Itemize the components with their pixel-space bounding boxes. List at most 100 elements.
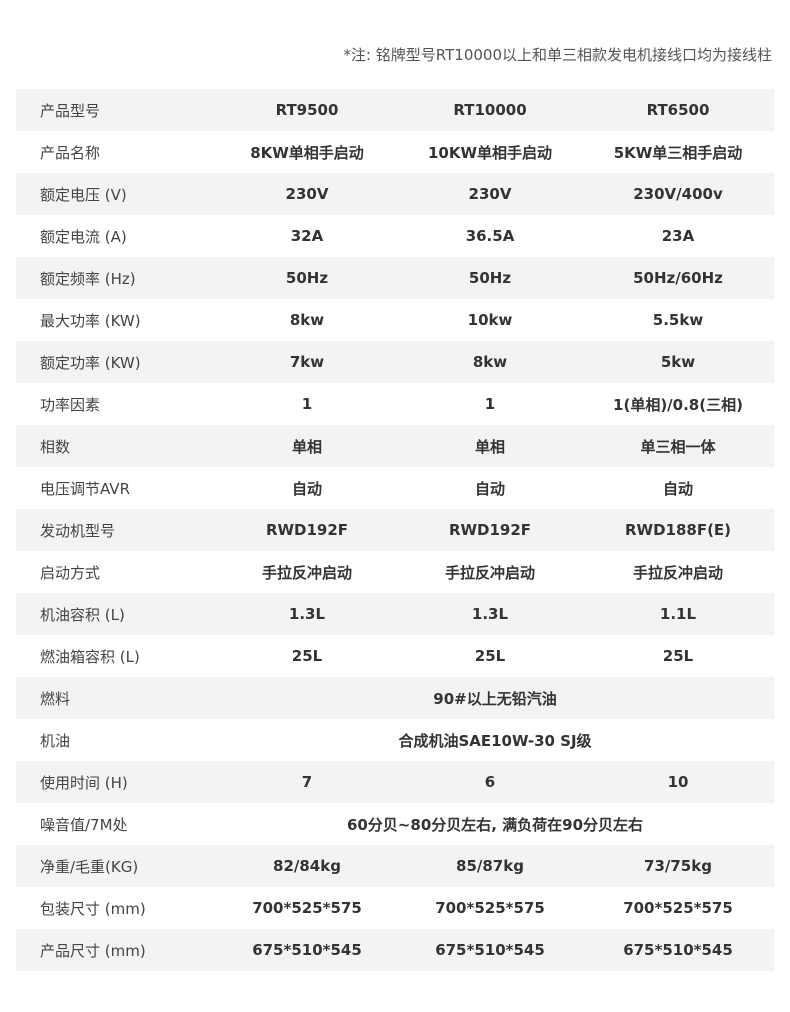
row-label: 电压调节AVR xyxy=(40,479,130,498)
table-row: 产品名称 8KW单相手启动 10KW单相手启动 5KW单三相手启动 xyxy=(16,131,774,173)
cell-rt9500: 7 xyxy=(301,773,313,791)
row-label: 使用时间 (H) xyxy=(40,773,128,792)
cell-rt6500: 5KW单三相手启动 xyxy=(613,143,743,162)
table-row: 额定电压 (V) 230V 230V 230V/400v xyxy=(16,173,774,215)
merged-cell: 合成机油SAE10W-30 SJ级 xyxy=(398,731,592,750)
cell-rt6500: 25L xyxy=(662,647,694,665)
cell-rt6500: RT6500 xyxy=(646,101,710,119)
cell-rt10000: 自动 xyxy=(474,479,505,498)
cell-rt6500: 1(单相)/0.8(三相) xyxy=(613,395,743,414)
row-label: 机油 xyxy=(40,731,71,750)
cell-rt10000: 675*510*545 xyxy=(435,941,545,959)
cell-rt9500: 32A xyxy=(290,227,324,245)
merged-cell: 60分贝~80分贝左右, 满负荷在90分贝左右 xyxy=(346,815,644,834)
row-label: 额定功率 (KW) xyxy=(40,353,141,372)
cell-rt6500: 23A xyxy=(661,227,695,245)
cell-rt6500: 230V/400v xyxy=(633,185,723,203)
row-label: 产品型号 xyxy=(40,101,101,120)
row-label: 包装尺寸 (mm) xyxy=(40,899,146,918)
cell-rt6500: 73/75kg xyxy=(644,857,712,875)
row-label: 功率因素 xyxy=(40,395,101,414)
cell-rt10000: 1.3L xyxy=(471,605,509,623)
table-row: 电压调节AVR 自动 自动 自动 xyxy=(16,467,774,509)
cell-rt9500: 8KW单相手启动 xyxy=(250,143,364,162)
cell-rt9500: 700*525*575 xyxy=(252,899,362,917)
row-label: 启动方式 xyxy=(40,563,101,582)
cell-rt9500: 1 xyxy=(301,395,313,413)
row-label: 发动机型号 xyxy=(40,521,116,540)
cell-rt6500: 1.1L xyxy=(659,605,697,623)
cell-rt9500: 230V xyxy=(285,185,329,203)
cell-rt10000: 10KW单相手启动 xyxy=(427,143,553,162)
cell-rt9500: 手拉反冲启动 xyxy=(261,563,352,582)
table-row: 额定频率 (Hz) 50Hz 50Hz 50Hz/60Hz xyxy=(16,257,774,299)
footnote: *注: 铭牌型号RT10000以上和单三相款发电机接线口均为接线柱 xyxy=(343,46,772,64)
table-row: 使用时间 (H) 7 6 10 xyxy=(16,761,774,803)
table-row: 额定功率 (KW) 7kw 8kw 5kw xyxy=(16,341,774,383)
cell-rt6500: 自动 xyxy=(662,479,693,498)
table-row: 机油 合成机油SAE10W-30 SJ级 xyxy=(16,719,774,761)
cell-rt6500: 50Hz/60Hz xyxy=(633,269,723,287)
row-label: 机油容积 (L) xyxy=(40,605,125,624)
cell-rt10000: 700*525*575 xyxy=(435,899,545,917)
cell-rt9500: 7kw xyxy=(289,353,325,371)
cell-rt10000: 85/87kg xyxy=(456,857,524,875)
row-label: 额定电压 (V) xyxy=(40,185,127,204)
row-label: 最大功率 (KW) xyxy=(40,311,141,330)
cell-rt6500: RWD188F(E) xyxy=(624,521,732,539)
cell-rt9500: 8kw xyxy=(289,311,325,329)
row-label: 噪音值/7M处 xyxy=(40,815,128,834)
cell-rt10000: 手拉反冲启动 xyxy=(444,563,535,582)
cell-rt9500: 1.3L xyxy=(288,605,326,623)
row-label: 产品名称 xyxy=(40,143,101,162)
cell-rt6500: 700*525*575 xyxy=(623,899,733,917)
cell-rt10000: 单相 xyxy=(474,437,505,456)
table-row: 噪音值/7M处 60分贝~80分贝左右, 满负荷在90分贝左右 xyxy=(16,803,774,845)
table-row: 机油容积 (L) 1.3L 1.3L 1.1L xyxy=(16,593,774,635)
cell-rt10000: RT10000 xyxy=(453,101,527,119)
row-label: 额定电流 (A) xyxy=(40,227,127,246)
table-row: 包装尺寸 (mm) 700*525*575 700*525*575 700*525*5… xyxy=(16,887,774,929)
table-row: 启动方式 手拉反冲启动 手拉反冲启动 手拉反冲启动 xyxy=(16,551,774,593)
cell-rt10000: 6 xyxy=(484,773,496,791)
row-label: 燃料 xyxy=(40,689,71,708)
table-row: 发动机型号 RWD192F RWD192F RWD188F(E) xyxy=(16,509,774,551)
cell-rt10000: 25L xyxy=(474,647,506,665)
cell-rt10000: 36.5A xyxy=(465,227,515,245)
cell-rt9500: RWD192F xyxy=(265,521,349,539)
cell-rt6500: 5kw xyxy=(660,353,696,371)
cell-rt9500: 25L xyxy=(291,647,323,665)
cell-rt9500: 单相 xyxy=(291,437,322,456)
table-row: 额定电流 (A) 32A 36.5A 23A xyxy=(16,215,774,257)
cell-rt6500: 5.5kw xyxy=(652,311,704,329)
table-row: 功率因素 1 1 1(单相)/0.8(三相) xyxy=(16,383,774,425)
cell-rt10000: 10kw xyxy=(467,311,513,329)
spec-table: 产品型号 RT9500 RT10000 RT6500 产品名称 8KW单相手启动 10KW单… xyxy=(16,89,774,971)
cell-rt10000: 50Hz xyxy=(468,269,512,287)
table-row: 产品型号 RT9500 RT10000 RT6500 xyxy=(16,89,774,131)
row-label: 净重/毛重(KG) xyxy=(40,857,139,876)
row-label: 相数 xyxy=(40,437,71,456)
cell-rt6500: 手拉反冲启动 xyxy=(632,563,723,582)
table-row: 燃油箱容积 (L) 25L 25L 25L xyxy=(16,635,774,677)
merged-cell: 90#以上无铅汽油 xyxy=(433,689,557,708)
cell-rt9500: 自动 xyxy=(291,479,322,498)
row-label: 额定频率 (Hz) xyxy=(40,269,136,288)
cell-rt9500: 82/84kg xyxy=(273,857,341,875)
cell-rt10000: 230V xyxy=(468,185,512,203)
cell-rt10000: 8kw xyxy=(472,353,508,371)
cell-rt10000: RWD192F xyxy=(448,521,532,539)
cell-rt6500: 675*510*545 xyxy=(623,941,733,959)
table-row: 净重/毛重(KG) 82/84kg 85/87kg 73/75kg xyxy=(16,845,774,887)
cell-rt6500: 单三相一体 xyxy=(640,437,716,456)
table-row: 最大功率 (KW) 8kw 10kw 5.5kw xyxy=(16,299,774,341)
row-label: 产品尺寸 (mm) xyxy=(40,941,146,960)
table-row: 产品尺寸 (mm) 675*510*545 675*510*545 675*510*5… xyxy=(16,929,774,971)
table-row: 燃料 90#以上无铅汽油 xyxy=(16,677,774,719)
cell-rt10000: 1 xyxy=(484,395,496,413)
cell-rt9500: RT9500 xyxy=(275,101,339,119)
cell-rt9500: 675*510*545 xyxy=(252,941,362,959)
cell-rt6500: 10 xyxy=(667,773,689,791)
cell-rt9500: 50Hz xyxy=(285,269,329,287)
table-row: 相数 单相 单相 单三相一体 xyxy=(16,425,774,467)
